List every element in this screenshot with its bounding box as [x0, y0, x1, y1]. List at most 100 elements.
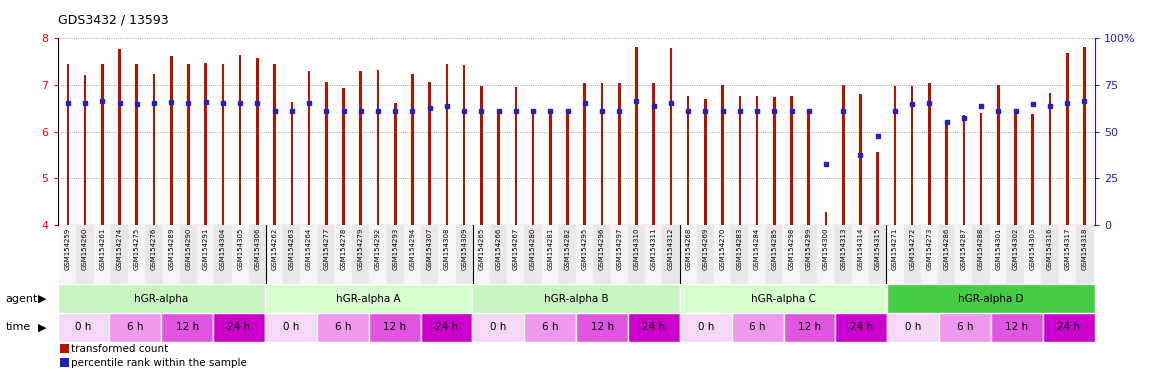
Bar	[360, 71, 362, 225]
Text: GSM154261: GSM154261	[99, 228, 106, 270]
Text: GSM154276: GSM154276	[151, 228, 158, 270]
Bar	[1049, 93, 1051, 225]
Bar	[110, 225, 128, 284]
Text: GSM154272: GSM154272	[910, 228, 915, 270]
Text: GSM154310: GSM154310	[634, 228, 639, 270]
Bar	[756, 96, 758, 225]
Bar	[118, 49, 121, 225]
Bar	[904, 225, 921, 284]
Bar	[58, 284, 264, 313]
Bar	[473, 313, 524, 342]
Bar	[593, 225, 611, 284]
Bar	[421, 225, 438, 284]
Bar	[514, 87, 518, 225]
Bar	[266, 225, 283, 284]
Bar	[187, 63, 190, 225]
Text: GSM154263: GSM154263	[289, 228, 294, 270]
Text: GSM154291: GSM154291	[202, 228, 208, 270]
Bar	[369, 225, 386, 284]
Bar	[766, 225, 783, 284]
Bar	[749, 225, 766, 284]
Text: hGR-alpha B: hGR-alpha B	[544, 293, 608, 304]
Bar	[101, 63, 103, 225]
Bar	[205, 63, 207, 225]
Bar	[248, 225, 266, 284]
Text: GSM154308: GSM154308	[444, 228, 450, 270]
Text: GSM154283: GSM154283	[737, 228, 743, 270]
Bar	[59, 225, 76, 284]
Bar	[291, 102, 293, 225]
Bar	[807, 111, 810, 225]
Text: 12 h: 12 h	[590, 322, 614, 333]
Bar	[697, 225, 714, 284]
Bar	[680, 313, 731, 342]
Text: GSM154311: GSM154311	[651, 228, 657, 270]
Text: GSM154273: GSM154273	[927, 228, 933, 270]
Bar	[600, 83, 604, 225]
Text: GSM154279: GSM154279	[358, 228, 363, 270]
Bar	[542, 225, 559, 284]
Bar	[1014, 110, 1017, 225]
Bar	[446, 65, 448, 225]
Bar	[852, 225, 869, 284]
Bar	[1025, 225, 1042, 284]
Bar	[549, 114, 552, 225]
Bar	[921, 225, 938, 284]
Bar	[231, 225, 248, 284]
Bar	[842, 85, 844, 225]
Bar	[58, 313, 109, 342]
Bar	[628, 313, 680, 342]
Text: GSM154313: GSM154313	[841, 228, 846, 270]
Bar	[859, 94, 861, 225]
Bar	[800, 225, 818, 284]
Bar	[283, 225, 300, 284]
Bar	[825, 212, 827, 225]
Text: GSM154315: GSM154315	[875, 228, 881, 270]
Bar	[524, 225, 542, 284]
Text: GSM154274: GSM154274	[116, 228, 123, 270]
Text: GSM154287: GSM154287	[961, 228, 967, 270]
Text: 12 h: 12 h	[798, 322, 821, 333]
Bar	[377, 70, 380, 225]
Bar	[940, 313, 991, 342]
Bar	[352, 225, 369, 284]
Text: GSM154298: GSM154298	[789, 228, 795, 270]
Text: GSM154294: GSM154294	[409, 228, 415, 270]
Text: GDS3432 / 13593: GDS3432 / 13593	[58, 14, 168, 27]
Text: GSM154292: GSM154292	[375, 228, 381, 270]
Text: hGR-alpha: hGR-alpha	[135, 293, 189, 304]
Bar	[161, 313, 213, 342]
Bar	[628, 225, 645, 284]
Bar	[197, 225, 214, 284]
Text: ▶: ▶	[38, 322, 46, 333]
Text: 6 h: 6 h	[542, 322, 559, 333]
Bar	[576, 225, 593, 284]
Text: GSM154301: GSM154301	[995, 228, 1002, 270]
Bar	[818, 225, 835, 284]
Bar	[680, 284, 888, 313]
Bar	[145, 225, 162, 284]
Text: GSM154277: GSM154277	[323, 228, 329, 270]
Text: 24 h: 24 h	[435, 322, 458, 333]
Text: GSM154314: GSM154314	[858, 228, 864, 270]
Bar	[566, 113, 569, 225]
Bar	[576, 313, 628, 342]
Text: GSM154297: GSM154297	[616, 228, 622, 270]
Bar	[990, 225, 1007, 284]
Text: 6 h: 6 h	[335, 322, 351, 333]
Text: 12 h: 12 h	[176, 322, 199, 333]
Text: GSM154278: GSM154278	[340, 228, 346, 270]
Bar	[991, 313, 1043, 342]
Text: GSM154260: GSM154260	[82, 228, 89, 270]
Text: 24 h: 24 h	[850, 322, 873, 333]
Bar	[497, 112, 500, 225]
Bar	[490, 225, 507, 284]
Text: GSM154281: GSM154281	[547, 228, 553, 270]
Bar	[869, 225, 887, 284]
Bar	[714, 225, 731, 284]
Bar	[652, 83, 656, 225]
Bar	[325, 82, 328, 225]
Bar	[531, 112, 535, 225]
Bar	[386, 225, 404, 284]
Bar	[738, 96, 741, 225]
